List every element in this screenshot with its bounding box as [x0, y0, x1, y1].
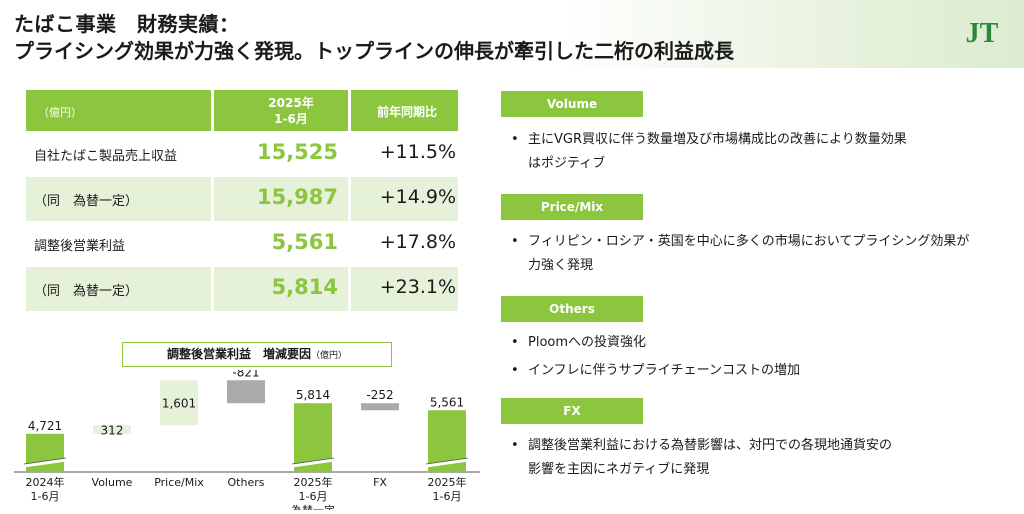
column-divider	[211, 177, 214, 221]
row-label: （同 為替一定）	[34, 194, 139, 209]
table-row: 自社たばこ製品売上収益 15,525 +11.5%	[26, 132, 458, 177]
column-divider	[211, 90, 214, 131]
row-yoy: +17.8%	[379, 231, 456, 253]
axis-break-mark	[291, 457, 335, 465]
axis-break-mark	[23, 457, 67, 465]
row-value: 5,561	[271, 230, 338, 254]
table-row: （同 為替一定） 5,814 +23.1%	[26, 267, 458, 312]
waterfall-bar	[227, 380, 265, 404]
category-label: Others	[228, 476, 265, 489]
bullet-text-line: 力強く発現	[528, 258, 594, 273]
section-head-price-mix: Price/Mix	[501, 194, 643, 220]
row-value: 5,814	[271, 275, 338, 299]
data-label: 1,601	[162, 397, 196, 411]
bullet-item: • Ploomへの投資強化	[511, 331, 1011, 355]
bullet-item: • 主にVGR買収に伴う数量増及び市場構成比の改善により数量効果 はポジティブ	[511, 128, 1011, 176]
section-head-others: Others	[501, 296, 643, 322]
table-yoy-header: 前年同期比	[376, 105, 437, 119]
jt-logo-text: JT	[966, 18, 999, 49]
waterfall-title-text: 調整後営業利益 増減要因	[166, 347, 311, 361]
column-divider	[348, 267, 351, 311]
axis-break-mark	[425, 458, 469, 468]
bullet-text-line: フィリピン・ロシア・英国を中心に多くの市場においてプライシング効果が	[528, 234, 970, 249]
bullet-text-line: 影響を主因にネガティブに発現	[528, 462, 710, 477]
jt-logo: JT	[966, 18, 999, 49]
category-label: 2025年	[294, 475, 333, 489]
column-divider	[211, 267, 214, 311]
column-divider	[211, 222, 214, 266]
table-row: 調整後営業利益 5,561 +17.8%	[26, 222, 458, 267]
row-value: 15,987	[256, 185, 338, 209]
row-yoy: +11.5%	[379, 141, 456, 163]
section-head-volume: Volume	[501, 91, 643, 117]
section-head-fx: FX	[501, 398, 643, 424]
axis-break-mark	[425, 457, 469, 465]
slide-title-line1: たばこ事業 財務実績：	[14, 12, 240, 36]
category-label: 為替一定	[291, 503, 335, 510]
column-divider	[348, 132, 351, 176]
bullet-text-line: Ploomへの投資強化	[528, 335, 647, 350]
column-divider	[211, 132, 214, 176]
waterfall-bar	[93, 425, 131, 434]
row-yoy: +14.9%	[379, 186, 456, 208]
waterfall-bar	[160, 380, 198, 426]
axis-break-mark	[291, 458, 335, 468]
table-row: （同 為替一定） 15,987 +14.9%	[26, 177, 458, 222]
category-label: 2025年	[428, 475, 467, 489]
column-divider	[348, 90, 351, 131]
row-label: （同 為替一定）	[34, 284, 139, 299]
data-label: 5,561	[430, 395, 464, 409]
waterfall-chart: 4,7212024年1-6月312Volume1,601Price/Mix-82…	[14, 370, 480, 510]
category-label: Volume	[92, 476, 133, 489]
waterfall-bar	[361, 403, 399, 411]
bullet-item: • 調整後営業利益における為替影響は、対円での各現地通貨安の 影響を主因にネガテ…	[511, 434, 1011, 482]
period-line2: 1-6月	[274, 112, 308, 126]
waterfall-unit: （億円）	[311, 351, 348, 361]
data-label: 312	[101, 423, 124, 437]
bullet-text-line: 調整後営業利益における為替影響は、対円での各現地通貨安の	[528, 438, 893, 453]
category-label: 2024年	[26, 475, 65, 489]
financial-table: （億円） 2025年 1-6月 前年同期比 自社たばこ製品売上収益 15,525…	[26, 90, 458, 312]
category-label: FX	[373, 476, 387, 489]
period-line1: 2025年	[268, 96, 314, 110]
bullet-dot: •	[511, 363, 519, 378]
table-unit: （億円）	[38, 106, 82, 119]
bullet-item: • インフレに伴うサプライチェーンコストの増加	[511, 359, 1011, 383]
slide-header: たばこ事業 財務実績： プライシング効果が力強く発現。トップラインの伸長が牽引し…	[0, 0, 1024, 68]
column-divider	[348, 222, 351, 266]
data-label: 4,721	[28, 419, 62, 433]
data-label: -821	[232, 370, 259, 379]
category-label: 1-6月	[299, 490, 328, 503]
bullet-dot: •	[511, 438, 519, 453]
data-label: -252	[366, 388, 393, 402]
category-label: Price/Mix	[154, 476, 204, 489]
slide-title-line2: プライシング効果が力強く発現。トップラインの伸長が牽引した二桁の利益成長	[14, 39, 734, 63]
row-value: 15,525	[256, 140, 338, 164]
row-yoy: +23.1%	[379, 276, 456, 298]
bullet-item: • フィリピン・ロシア・英国を中心に多くの市場においてプライシング効果が 力強く…	[511, 230, 1011, 278]
bullet-text-line: インフレに伴うサプライチェーンコストの増加	[528, 363, 800, 378]
bullet-text-line: はポジティブ	[528, 156, 606, 171]
row-label: 自社たばこ製品売上収益	[34, 149, 178, 164]
table-header-row: （億円） 2025年 1-6月 前年同期比	[26, 90, 458, 132]
category-label: 1-6月	[433, 490, 462, 503]
bullet-dot: •	[511, 132, 519, 147]
bullet-dot: •	[511, 234, 519, 249]
data-label: 5,814	[296, 388, 330, 402]
row-label: 調整後営業利益	[34, 239, 126, 254]
category-label: 1-6月	[31, 490, 60, 503]
bullet-dot: •	[511, 335, 519, 350]
table-period-header: 2025年 1-6月	[252, 95, 330, 127]
column-divider	[348, 177, 351, 221]
axis-break-mark	[23, 458, 67, 468]
waterfall-title: 調整後営業利益 増減要因（億円）	[122, 342, 392, 367]
bullet-text-line: 主にVGR買収に伴う数量増及び市場構成比の改善により数量効果	[528, 132, 907, 147]
